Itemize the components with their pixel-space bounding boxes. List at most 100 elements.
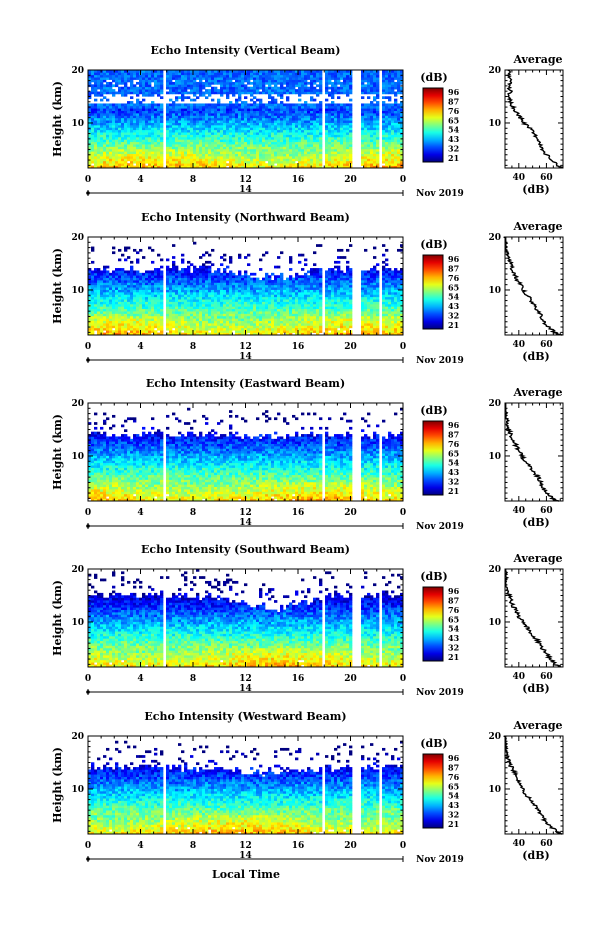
heatmap-cell [400, 141, 404, 145]
heatmap-cell [289, 72, 293, 76]
heatmap-cell [256, 124, 260, 128]
heatmap-cell [400, 156, 404, 159]
heatmap-cell [106, 124, 110, 128]
heatmap-cell [295, 91, 299, 95]
heatmap-cell [157, 282, 161, 286]
heatmap-cell [253, 158, 257, 162]
heatmap-cell [289, 77, 293, 80]
heatmap-cell [256, 120, 260, 123]
heatmap-cell [331, 91, 335, 95]
heatmap-cell [193, 139, 197, 143]
panel-title: Echo Intensity (Northward Beam) [141, 211, 350, 224]
heatmap-cell [130, 163, 134, 166]
heatmap-cell [253, 163, 257, 166]
heatmap-cell [100, 120, 104, 123]
heatmap-cell [136, 291, 140, 295]
heatmap-cell [337, 136, 341, 140]
heatmap-cell [214, 120, 218, 123]
heatmap-cell [319, 115, 323, 119]
heatmap-cell [100, 280, 104, 283]
heatmap-cell [223, 79, 227, 83]
heatmap-cell [247, 160, 251, 164]
heatmap-cell [187, 294, 191, 298]
heatmap-cell [211, 301, 215, 305]
heatmap-cell [139, 148, 143, 152]
heatmap-cell [199, 268, 203, 271]
heatmap-cell [394, 124, 398, 128]
heatmap-cell [91, 144, 95, 147]
heatmap-cell [112, 315, 116, 319]
heatmap-cell [181, 84, 185, 88]
heatmap-cell [283, 158, 287, 162]
heatmap-cell [136, 325, 140, 329]
heatmap-cell [172, 163, 176, 166]
heatmap-cell [328, 132, 332, 135]
heatmap-cell [397, 72, 401, 76]
heatmap-cell [274, 86, 278, 90]
heatmap-cell [241, 156, 245, 159]
heatmap-cell [397, 146, 401, 150]
heatmap-cell [205, 308, 209, 312]
heatmap-cell [112, 84, 116, 88]
heatmap-cell [280, 115, 284, 119]
heatmap-cell [205, 318, 209, 322]
heatmap-cell [205, 294, 209, 298]
heatmap-cell [229, 115, 233, 119]
heatmap-cell [349, 156, 353, 159]
heatmap-cell [130, 308, 134, 312]
heatmap-cell [184, 330, 188, 333]
heatmap-cell [154, 146, 158, 150]
heatmap-cell [346, 77, 350, 80]
heatmap-cell [202, 275, 206, 278]
heatmap-cell [136, 327, 140, 331]
heatmap-cell [136, 330, 140, 333]
heatmap-cell [280, 136, 284, 140]
heatmap-cell [172, 330, 176, 333]
heatmap-cell [94, 313, 98, 317]
heatmap-cell [292, 141, 296, 145]
heatmap-cell [115, 141, 119, 145]
heatmap-cell [208, 165, 212, 169]
heatmap-cell [241, 122, 245, 126]
heatmap-cell [334, 139, 338, 143]
heatmap-cell [187, 79, 191, 83]
heatmap-cell [199, 299, 203, 302]
heatmap-cell [346, 139, 350, 143]
heatmap-cell [91, 113, 95, 116]
heatmap-cells [88, 70, 404, 169]
heatmap-cell [112, 136, 116, 140]
heatmap-cell [316, 113, 320, 116]
heatmap-cell [316, 141, 320, 145]
heatmap-cell [172, 105, 176, 109]
heatmap-cell [187, 315, 191, 319]
heatmap-cell [106, 105, 110, 109]
heatmap-cell [400, 165, 404, 169]
heatmap-cell [97, 163, 101, 166]
heatmap-cell [103, 318, 107, 322]
heatmap-cell [124, 141, 128, 145]
heatmap-cell [190, 127, 194, 131]
heatmap-cell [235, 74, 239, 78]
heatmap-cell [154, 105, 158, 109]
heatmap-cell [238, 156, 242, 159]
heatmap-cell [277, 122, 281, 126]
heatmap-cell [262, 153, 266, 157]
heatmap-cell [121, 296, 125, 300]
heatmap-cell [349, 113, 353, 116]
colorbar-tick: 21 [448, 153, 459, 163]
heatmap-cell [382, 136, 386, 140]
heatmap-cell [265, 156, 269, 159]
heatmap-cell [310, 98, 314, 102]
heatmap-cell [250, 148, 254, 152]
heatmap-cell [178, 270, 182, 274]
heatmap-cell [97, 277, 101, 281]
heatmap-cell [160, 127, 164, 131]
heatmap-cell [400, 81, 404, 85]
heatmap-cell [220, 315, 224, 319]
heatmap-cell [109, 105, 113, 109]
heatmap-cell [253, 151, 257, 155]
heatmap-cell [298, 151, 302, 155]
heatmap-cell [211, 103, 215, 107]
heatmap-cell [289, 74, 293, 78]
heatmap-cell [208, 117, 212, 121]
